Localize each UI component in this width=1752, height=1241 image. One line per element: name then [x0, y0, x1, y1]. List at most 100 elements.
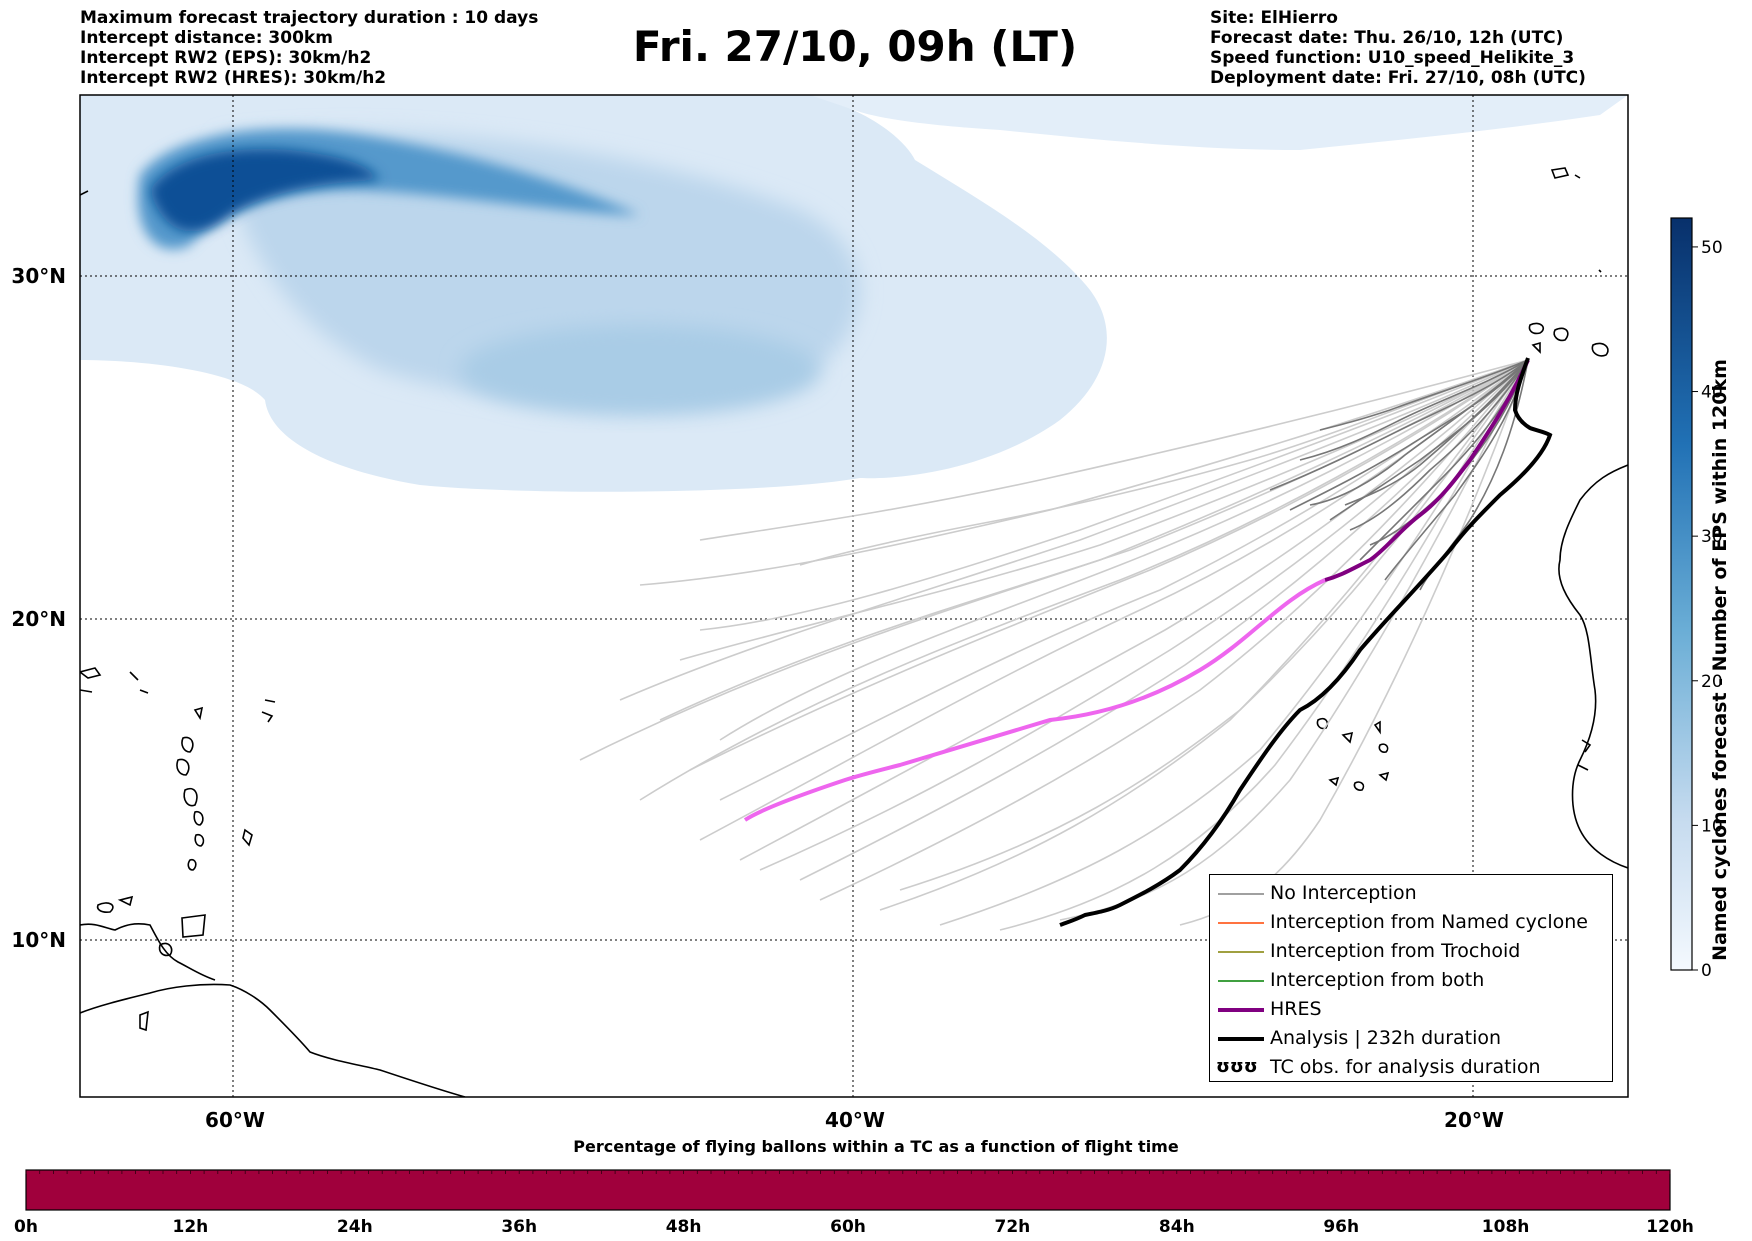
legend-item-both: Interception from both [1210, 968, 1612, 994]
lon-label-40: 40°W [825, 1108, 885, 1132]
info-deployment-date: Deployment date: Fri. 27/10, 08h (UTC) [1210, 68, 1586, 88]
time-bar-tick-label: 0h [14, 1217, 38, 1237]
eps-track-dark [1289, 359, 1529, 511]
eps-trajectories [579, 359, 1529, 931]
info-intercept-hres: Intercept RW2 (HRES): 30km/h2 [80, 68, 387, 88]
legend-swatch [1218, 1008, 1264, 1012]
time-bar-tick-label: 120h [1646, 1217, 1694, 1237]
coast-antilles-6 [176, 758, 190, 776]
eps-track [799, 359, 1529, 566]
info-site: Site: ElHierro [1210, 8, 1338, 28]
eps-track-dark [1344, 359, 1529, 506]
lon-axis-labels: 60°W 40°W 20°W [205, 1108, 1504, 1132]
colorbar-tick-label: 20 [1701, 672, 1723, 692]
map-area [80, 95, 1628, 1097]
eps-track [679, 359, 1529, 661]
map-frame [79, 94, 1629, 1098]
coast-mauritania-detail [1577, 739, 1592, 771]
coast-small-isle-1 [139, 1010, 149, 1032]
legend-item-hres: HRES [1210, 997, 1612, 1023]
coast-antilles-edge [80, 190, 89, 196]
coast-gulf-islands [158, 942, 173, 957]
info-right-block: Site: ElHierro Forecast date: Thu. 26/10… [1210, 8, 1586, 88]
coast-antilles-2 [193, 810, 204, 826]
legend-item-analysis: Analysis | 232h duration [1210, 1026, 1612, 1052]
tc-symbol-icon: ʊʊʊ [1216, 1056, 1258, 1077]
lon-label-60: 60°W [205, 1108, 265, 1132]
coast-cape-verde-1 [1316, 717, 1329, 730]
coast-cape-verde-6 [1353, 781, 1365, 791]
lat-axis-labels: 30°N 20°N 10°N [11, 264, 66, 952]
eps-track [719, 359, 1529, 741]
time-bar-tick-label: 12h [173, 1217, 209, 1237]
info-forecast-date: Forecast date: Thu. 26/10, 12h (UTC) [1210, 28, 1564, 48]
eps-track [879, 359, 1529, 911]
density-peak [150, 149, 380, 232]
eps-track [689, 359, 1529, 771]
page-title: Fri. 27/10, 09h (LT) [632, 22, 1078, 71]
coast-madeira [1550, 167, 1581, 179]
density-south-lobe [460, 325, 820, 415]
coast-canary-3 [1591, 342, 1609, 357]
coast-aruba [96, 902, 114, 913]
time-bar: 0h 12h 24h 36h 48h 60h 72h 84h 96h 108h 120h [14, 1169, 1694, 1237]
legend-label: TC obs. for analysis duration [1270, 1056, 1541, 1078]
colorbar-tick-label: 30 [1701, 527, 1723, 547]
coast-antilles-7 [193, 706, 204, 721]
coast-trinidad [181, 914, 206, 938]
legend: No Interception Interception from Named … [1209, 874, 1613, 1082]
info-intercept-eps: Intercept RW2 (EPS): 30km/h2 [80, 48, 372, 68]
eps-track [899, 359, 1529, 891]
coast-antilles-3 [194, 833, 205, 847]
coastlines [80, 167, 1628, 1097]
time-bar-tick-label: 60h [830, 1217, 866, 1237]
legend-label: Analysis | 232h duration [1270, 1027, 1502, 1049]
colorbar-tick-label: 40 [1701, 383, 1723, 403]
time-bar-fill [25, 1169, 1671, 1211]
eps-track-dark [1309, 359, 1529, 506]
time-bar-title: Percentage of flying ballons within a TC… [573, 1137, 1179, 1156]
eps-track-dark [1329, 359, 1529, 521]
lat-label-20: 20°N [11, 607, 66, 631]
eps-track-dark [1269, 359, 1529, 491]
legend-swatch [1218, 980, 1264, 982]
legend-label: Interception from Trochoid [1270, 940, 1521, 962]
eps-track [639, 359, 1529, 801]
hres-track-early [1324, 359, 1530, 582]
legend-swatch [1218, 893, 1264, 895]
eps-track [739, 359, 1529, 861]
coast-canary-1 [1528, 322, 1545, 335]
lat-label-10: 10°N [11, 928, 66, 952]
eps-track [619, 359, 1529, 701]
eps-track [699, 359, 1529, 631]
eps-track [999, 359, 1529, 931]
legend-swatch [1218, 951, 1264, 953]
time-bar-tick-label: 36h [501, 1217, 537, 1237]
time-bar-tick-label: 48h [666, 1217, 702, 1237]
eps-track [759, 359, 1529, 871]
density-top-band [810, 95, 1628, 150]
coast-northwest-africa [1558, 464, 1628, 869]
hres-track-late [743, 578, 1326, 822]
coast-cape-verde-3 [1373, 720, 1381, 735]
lat-label-30: 30°N [11, 264, 66, 288]
eps-track-dark [1384, 359, 1529, 581]
coast-cape-verde-5 [1328, 776, 1340, 787]
legend-label: Interception from Named cyclone [1270, 911, 1588, 933]
eps-track [699, 359, 1529, 541]
legend-item-no-interception: No Interception [1210, 881, 1612, 907]
eps-track-dark [1299, 359, 1529, 461]
time-bar-tick-label: 84h [1159, 1217, 1195, 1237]
colorbar: 0 10 20 30 40 50 [1670, 217, 1723, 981]
eps-track-dark [1319, 359, 1529, 431]
time-bar-tick-label: 96h [1323, 1217, 1359, 1237]
colorbar-tick-label: 50 [1701, 238, 1723, 258]
coast-cape-verde-7 [1378, 771, 1390, 782]
coast-antilles-5 [181, 736, 194, 753]
colorbar-tick-label: 10 [1701, 816, 1723, 836]
legend-item-named-cyclone: Interception from Named cyclone [1210, 910, 1612, 936]
coast-canary-2 [1553, 327, 1569, 342]
coast-virgin-isles [80, 667, 276, 723]
legend-label: Interception from both [1270, 969, 1485, 991]
colorbar-gradient [1670, 217, 1693, 971]
